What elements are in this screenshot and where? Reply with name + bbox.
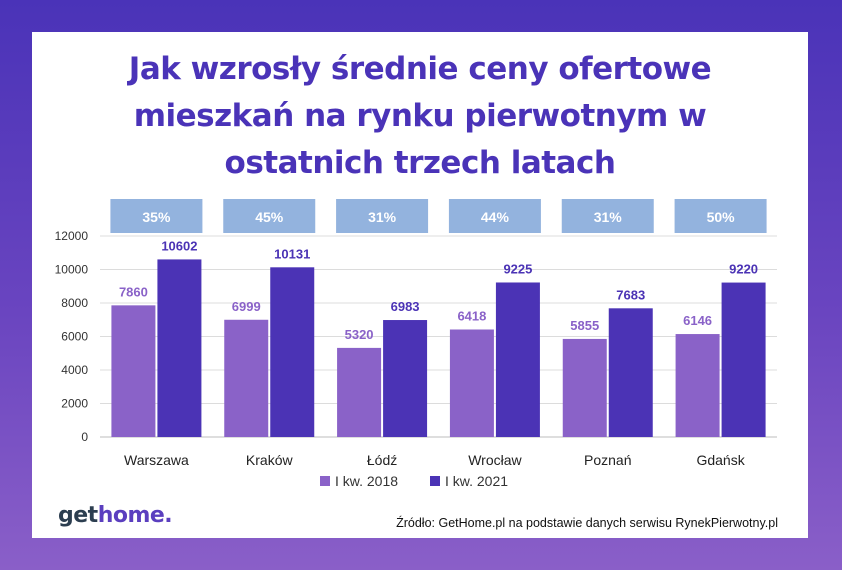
logo-home: home.: [97, 503, 173, 528]
bar: [562, 338, 607, 437]
chart-title-line-2: mieszkań na rynku pierwotnym w: [133, 98, 707, 134]
bar: [337, 347, 382, 437]
growth-label: 44%: [481, 209, 510, 225]
y-tick-label: 10000: [55, 263, 89, 277]
bar-chart: 0 2000 4000 6000 8000 10000 12000 35% 7860 10602 W…: [55, 199, 777, 489]
data-label: 10602: [161, 238, 197, 253]
bar: [608, 308, 653, 437]
growth-box: [561, 199, 654, 233]
data-label: 5855: [570, 318, 599, 333]
chart-title-line-3: ostatnich trzech latach: [224, 145, 616, 181]
y-tick-label: 0: [81, 430, 88, 444]
bar: [383, 320, 428, 437]
bar: [111, 305, 156, 437]
y-tick-label: 4000: [61, 363, 88, 377]
data-label: 9220: [729, 262, 758, 277]
data-label: 9225: [503, 261, 532, 276]
chart-title-line-1: Jak wzrosły średnie ceny ofertowe: [128, 51, 712, 87]
bar: [270, 267, 315, 437]
growth-label: 31%: [594, 209, 623, 225]
logo-get: get: [58, 503, 98, 528]
data-label: 6983: [391, 299, 420, 314]
x-tick-label: Kraków: [246, 452, 294, 468]
x-tick-label: Wrocław: [468, 452, 522, 468]
data-label: 6418: [457, 308, 486, 323]
x-tick-label: Łódź: [367, 452, 397, 468]
x-tick-label: Warszawa: [124, 452, 189, 468]
growth-label: 45%: [255, 209, 284, 225]
data-label: 6999: [232, 299, 261, 314]
growth-label: 31%: [368, 209, 397, 225]
gethome-logo: gethome.: [58, 503, 173, 528]
x-tick-label: Poznań: [584, 452, 631, 468]
legend-label: I kw. 2018: [335, 473, 398, 489]
y-tick-label: 12000: [55, 229, 89, 243]
data-label: 6146: [683, 313, 712, 328]
bar: [675, 334, 720, 437]
growth-box: [110, 199, 203, 233]
data-label: 7683: [616, 287, 645, 302]
legend-swatch: [320, 476, 330, 486]
bar: [224, 319, 269, 437]
legend-swatch: [430, 476, 440, 486]
growth-box: [223, 199, 316, 233]
chart-card: Jak wzrosły średnie ceny ofertowe mieszk…: [32, 32, 808, 538]
chart-title: Jak wzrosły średnie ceny ofertowe mieszk…: [32, 46, 808, 187]
bar: [495, 282, 540, 437]
y-tick-label: 2000: [61, 397, 88, 411]
data-label: 10131: [274, 246, 310, 261]
growth-box: [448, 199, 541, 233]
bar: [157, 259, 202, 437]
y-tick-label: 8000: [61, 296, 88, 310]
bar: [721, 282, 766, 437]
bar: [449, 329, 494, 437]
data-label: 7860: [119, 284, 148, 299]
growth-label: 50%: [707, 209, 736, 225]
growth-box: [674, 199, 767, 233]
legend-label: I kw. 2021: [445, 473, 508, 489]
data-label: 5320: [345, 327, 374, 342]
x-tick-label: Gdańsk: [696, 452, 745, 468]
growth-box: [336, 199, 429, 233]
y-tick-label: 6000: [61, 330, 88, 344]
source-note: Źródło: GetHome.pl na podstawie danych s…: [396, 516, 778, 530]
growth-label: 35%: [142, 209, 171, 225]
